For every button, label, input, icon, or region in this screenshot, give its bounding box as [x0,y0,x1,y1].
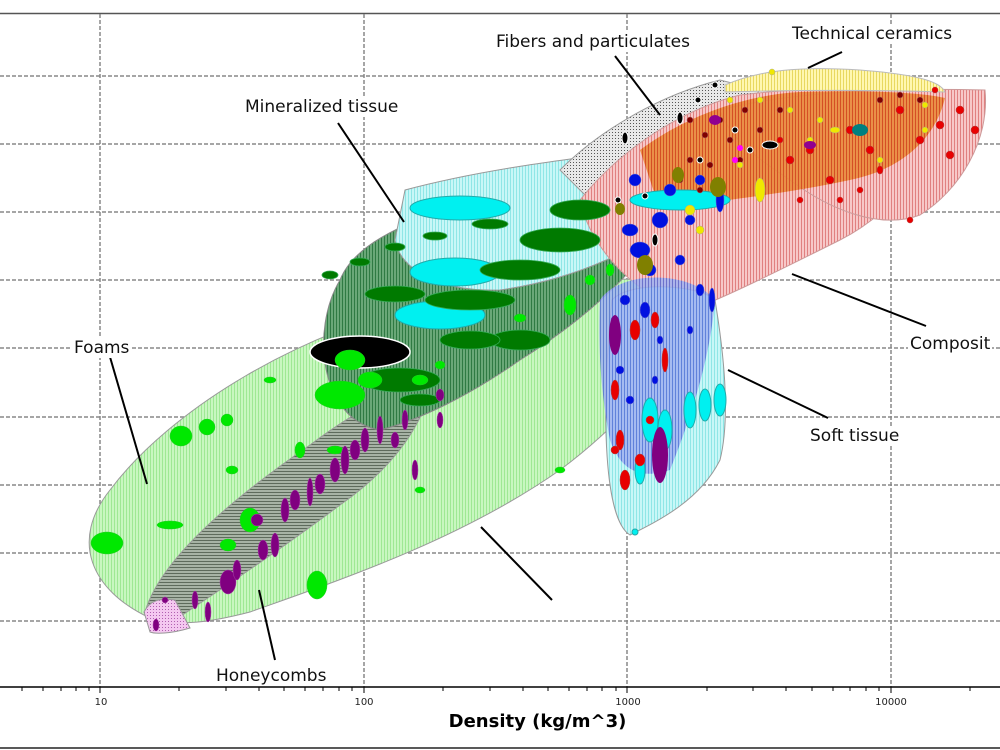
label-mineralized-tissue: Mineralized tissue [243,97,401,117]
label-composites: Composit [908,334,993,354]
label-technical-ceramics: Technical ceramics [790,24,955,44]
label-foams: Foams [72,338,132,358]
label-fibers-particulates: Fibers and particulates [494,32,692,52]
x-tick-10: 10 [94,697,108,708]
x-tick-10000: 10000 [875,697,907,708]
x-tick-100: 100 [354,697,374,708]
x-tick-1000: 1000 [615,697,641,708]
bubbles-black [614,81,779,247]
bubbles-green [90,263,615,600]
bubbles-darkgreen [321,199,611,407]
bubbles-accent [609,115,868,483]
leader-lines [109,51,927,661]
x-axis-title: Density (kg/m^3) [448,711,627,732]
bubbles-yellow [684,68,929,235]
x-axis-minor-ticks [21,687,971,693]
label-soft-tissue: Soft tissue [808,426,902,446]
bubbles-maroon [676,91,924,194]
bubbles-red [610,86,980,491]
bubbles-purple [152,388,445,632]
label-honeycombs: Honeycombs [216,666,327,686]
bubbles-cyan [394,189,731,536]
envelope-technical-ceramics [724,68,946,93]
